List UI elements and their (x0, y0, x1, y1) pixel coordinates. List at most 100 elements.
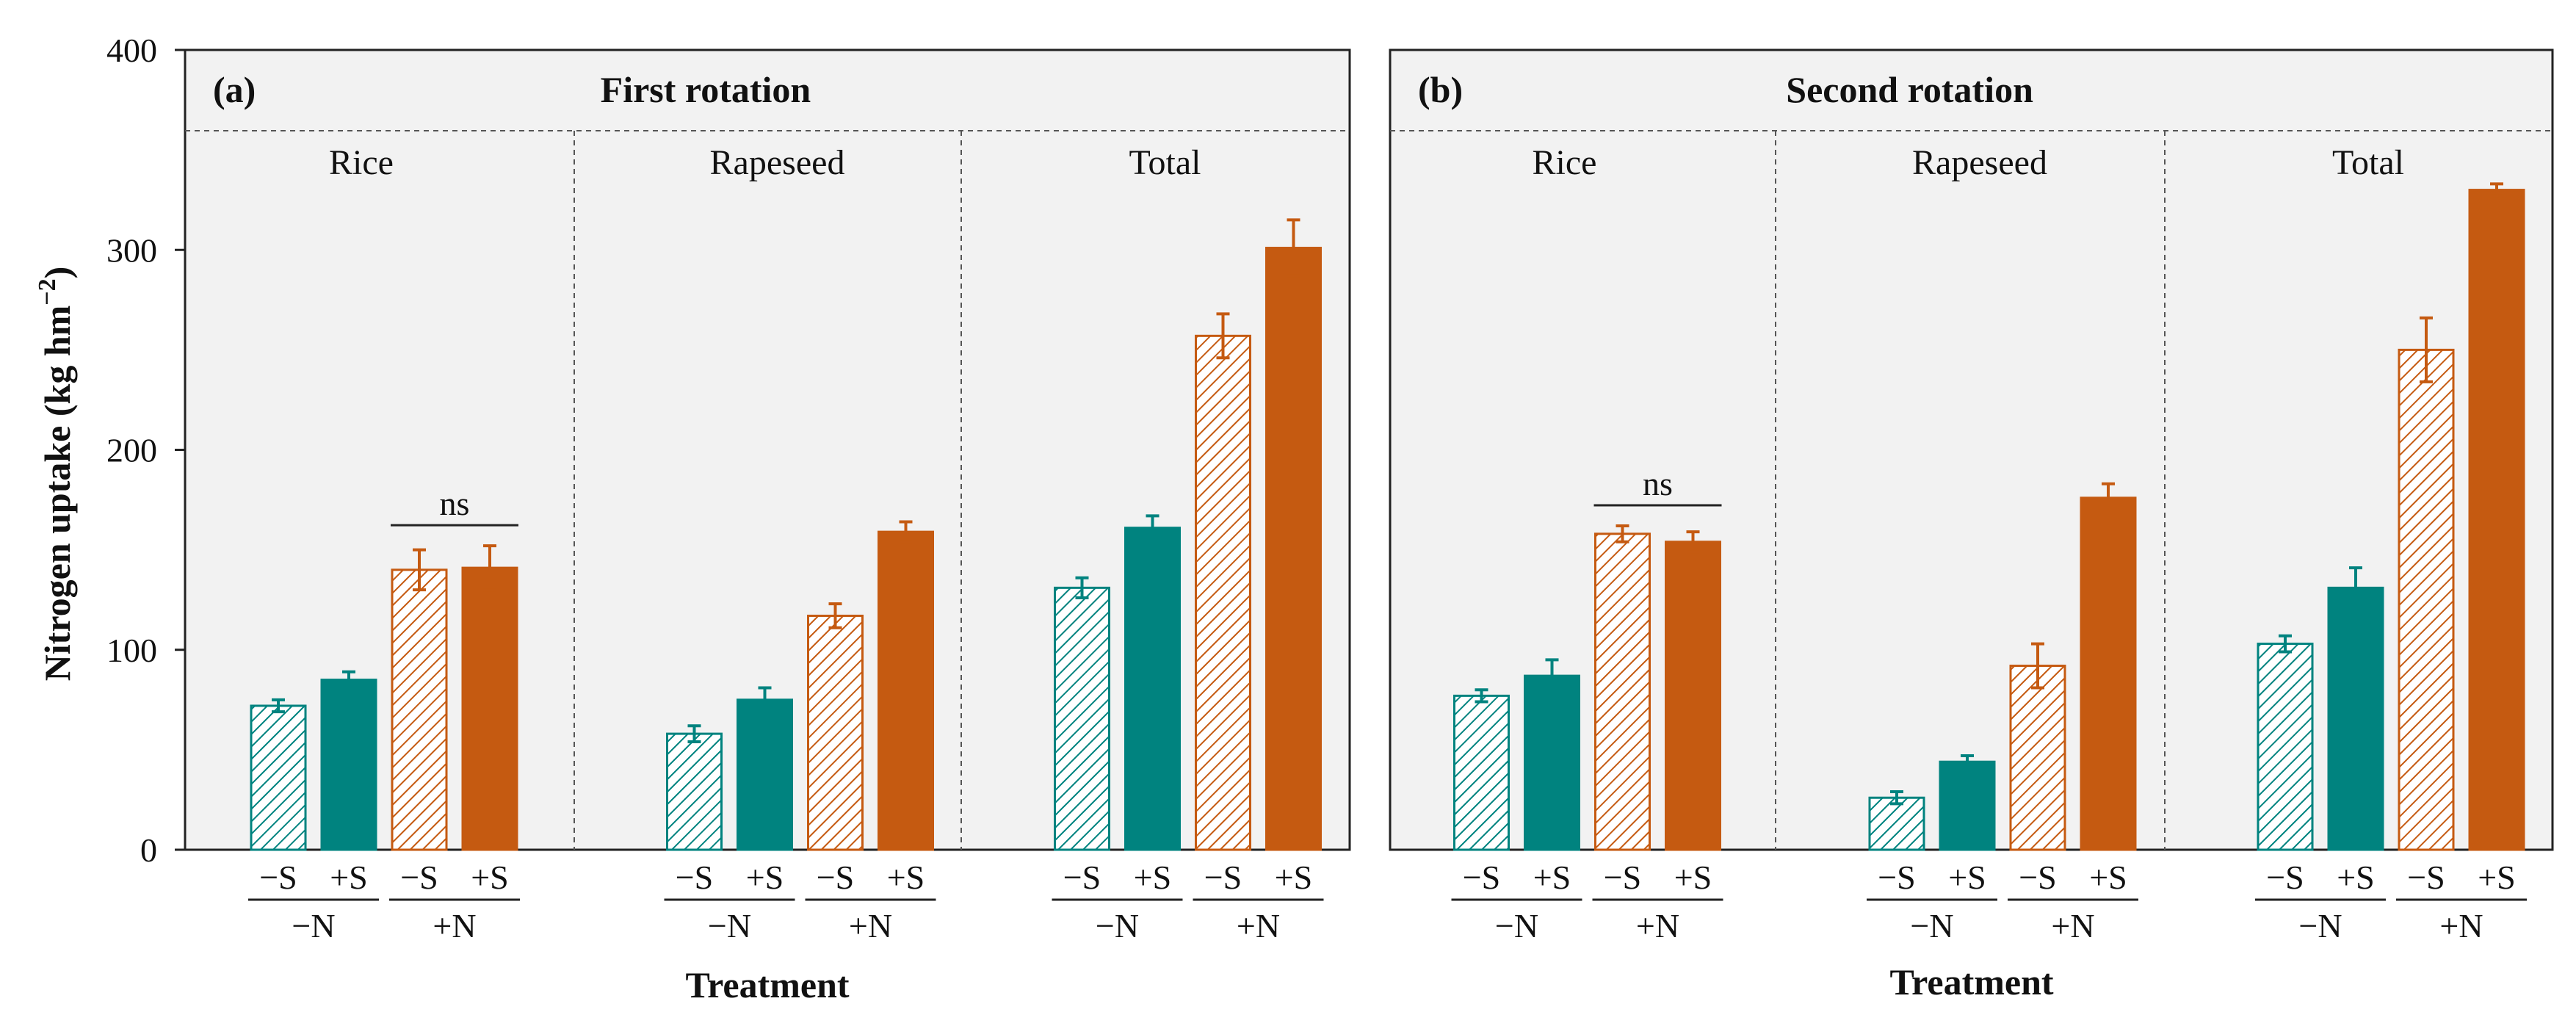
group-rapeseed: Rapeseed −S +S −S +S −N +N (664, 143, 936, 944)
bar-plus-n-plus-s (1265, 247, 1322, 851)
s-level-label: −S (259, 859, 297, 896)
s-level-label: −S (817, 859, 855, 896)
error-bar (2102, 482, 2115, 513)
group-total: Total −S +S −S +S −N +N (1052, 143, 1324, 944)
panel-tag: (a) (213, 69, 256, 110)
s-level-label: +S (330, 859, 368, 896)
group-rice: Rice ns −S +S −S +S −N +N (1451, 143, 1723, 944)
error-bar (1890, 790, 1903, 806)
bar-plus-n-minus-s (1594, 532, 1651, 851)
error-bar (2349, 566, 2362, 610)
s-level-label: −S (2019, 859, 2057, 896)
s-level-label: +S (887, 859, 925, 896)
error-bar (687, 724, 701, 743)
error-bar (1545, 658, 1559, 693)
error-bar (1686, 530, 1700, 554)
s-level-label: +S (2089, 859, 2127, 896)
bar-plus-n-plus-s (2080, 496, 2137, 851)
error-bar (1287, 218, 1300, 278)
bar-minus-n-plus-s (1124, 527, 1181, 851)
bar-plus-n-plus-s (878, 530, 934, 851)
x-axis-label: Treatment (685, 964, 849, 1005)
x-axis-label: Treatment (1889, 961, 2053, 1002)
error-bar (1616, 524, 1629, 543)
bar-minus-n-plus-s (1939, 760, 1996, 851)
group-label: Rapeseed (710, 143, 845, 182)
s-level-label: −S (400, 859, 438, 896)
y-axis-ticks: 0 100 200 300 400 (106, 32, 185, 869)
s-level-label: −S (1878, 859, 1916, 896)
bar-plus-n-minus-s (807, 614, 864, 851)
s-level-label: +S (471, 859, 509, 896)
bar-plus-n-plus-s (461, 566, 518, 851)
n-level-label: −N (292, 907, 335, 944)
error-bar (828, 602, 842, 629)
s-level-label: −S (2407, 859, 2445, 896)
n-level-label: +N (1636, 907, 1679, 944)
s-level-label: +S (746, 859, 784, 896)
error-bar (899, 520, 913, 543)
y-axis-label: Nitrogen uptake (kg hm−2) (34, 267, 78, 682)
error-bar (758, 686, 772, 714)
bar-minus-n-minus-s (2257, 643, 2314, 851)
ns-label: ns (1643, 465, 1673, 502)
error-bar (1216, 312, 1230, 360)
error-bar (342, 670, 355, 690)
group-label: Total (1129, 143, 1201, 182)
s-level-label: +S (1275, 859, 1313, 896)
y-tick-label: 300 (106, 231, 157, 269)
error-bar (1146, 514, 1159, 542)
s-level-label: −S (1463, 859, 1501, 896)
error-bar (2279, 634, 2292, 654)
s-level-label: −S (1204, 859, 1242, 896)
bar-minus-n-minus-s (1868, 796, 1925, 851)
n-level-label: +N (849, 907, 892, 944)
group-label: Rice (329, 143, 394, 182)
y-tick-label: 400 (106, 32, 157, 69)
n-level-label: −N (2298, 907, 2342, 944)
s-level-label: +S (1134, 859, 1172, 896)
panel-title: Second rotation (1786, 69, 2033, 110)
n-level-label: +N (2051, 907, 2094, 944)
ns-label: ns (440, 485, 470, 522)
s-level-label: +S (2337, 859, 2375, 896)
y-tick-label: 200 (106, 432, 157, 469)
group-rice: Rice ns −S +S −S +S −N +N (248, 143, 520, 944)
error-bar (2420, 316, 2433, 383)
bar-minus-n-plus-s (320, 679, 377, 851)
error-bar (272, 698, 285, 714)
s-level-label: +S (2478, 859, 2516, 896)
n-level-label: −N (708, 907, 751, 944)
bar-plus-n-minus-s (1195, 334, 1251, 851)
bar-minus-n-minus-s (1054, 586, 1110, 851)
error-bar (2490, 182, 2503, 198)
bar-plus-n-minus-s (2398, 348, 2455, 851)
bar-plus-n-plus-s (1665, 541, 1721, 851)
y-tick-label: 0 (140, 831, 157, 869)
bar-minus-n-plus-s (2327, 586, 2384, 851)
bar-minus-n-minus-s (250, 704, 307, 851)
s-level-label: +S (1674, 859, 1712, 896)
group-label: Rapeseed (1912, 143, 2047, 182)
n-level-label: +N (433, 907, 476, 944)
bar-minus-n-plus-s (1524, 674, 1580, 851)
bar-minus-n-minus-s (666, 732, 723, 851)
group-total: Total −S +S −S +S −N +N (2255, 143, 2527, 944)
error-bar (413, 548, 426, 592)
n-level-label: −N (1495, 907, 1538, 944)
group-label: Total (2332, 143, 2404, 182)
bar-plus-n-minus-s (391, 568, 448, 851)
s-level-label: −S (1063, 859, 1101, 896)
s-level-label: −S (1604, 859, 1642, 896)
n-level-label: +N (2439, 907, 2483, 944)
error-bar (2031, 642, 2044, 690)
group-label: Rice (1533, 143, 1597, 182)
group-rapeseed: Rapeseed −S +S −S +S −N +N (1867, 143, 2138, 944)
error-bar (1075, 576, 1089, 599)
n-level-label: +N (1237, 907, 1280, 944)
s-level-label: −S (676, 859, 714, 896)
error-bar (1961, 754, 1974, 770)
y-tick-label: 100 (106, 632, 157, 669)
